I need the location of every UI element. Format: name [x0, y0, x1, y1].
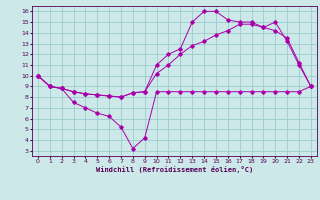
X-axis label: Windchill (Refroidissement éolien,°C): Windchill (Refroidissement éolien,°C): [96, 166, 253, 173]
